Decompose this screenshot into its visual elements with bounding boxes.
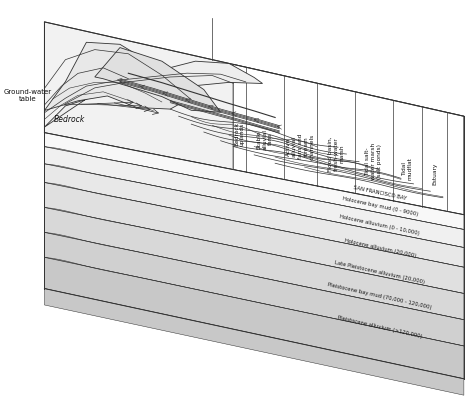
Polygon shape (45, 207, 464, 320)
Polygon shape (45, 22, 464, 215)
Polygon shape (45, 183, 464, 294)
Polygon shape (45, 61, 263, 127)
Polygon shape (45, 164, 464, 267)
Text: Tidal
mudflat: Tidal mudflat (402, 157, 413, 180)
Text: Bedrock: Bedrock (54, 115, 85, 124)
Text: Pleistocene bay mud (70,000 - 120,000): Pleistocene bay mud (70,000 - 120,000) (328, 282, 432, 310)
Text: Holocene bay mud (0 - 9000): Holocene bay mud (0 - 9000) (342, 196, 418, 217)
Text: Estuary: Estuary (432, 163, 437, 185)
Polygon shape (45, 133, 464, 230)
Text: Tidal salt-
water marsh
(salt ponds): Tidal salt- water marsh (salt ponds) (365, 143, 382, 180)
Text: Holocene alluvium (0 - 10,000): Holocene alluvium (0 - 10,000) (339, 214, 420, 235)
Polygon shape (45, 233, 464, 346)
Text: Ground-water
table: Ground-water table (4, 89, 52, 102)
Text: Flood basin,
fresh-water
marsh: Flood basin, fresh-water marsh (328, 136, 344, 172)
Polygon shape (45, 42, 191, 111)
Text: Active
alluvial
fans and
stream
channels: Active alluvial fans and stream channels (286, 133, 314, 160)
Text: Bedrock
uplands: Bedrock uplands (234, 122, 245, 146)
Text: Stable
alluvial
fans: Stable alluvial fans (256, 129, 273, 150)
Text: Late Pleistocene alluvium (20,000): Late Pleistocene alluvium (20,000) (335, 260, 426, 284)
Text: Holocene alluvium (20,000): Holocene alluvium (20,000) (344, 238, 416, 259)
Text: Pleistocene alluvium (>120,000): Pleistocene alluvium (>120,000) (337, 316, 423, 339)
Polygon shape (45, 289, 464, 395)
Polygon shape (45, 147, 464, 247)
Polygon shape (233, 64, 464, 215)
Polygon shape (45, 257, 464, 379)
Polygon shape (95, 47, 220, 112)
Text: SAN FRANCISCO BAY: SAN FRANCISCO BAY (353, 185, 407, 201)
